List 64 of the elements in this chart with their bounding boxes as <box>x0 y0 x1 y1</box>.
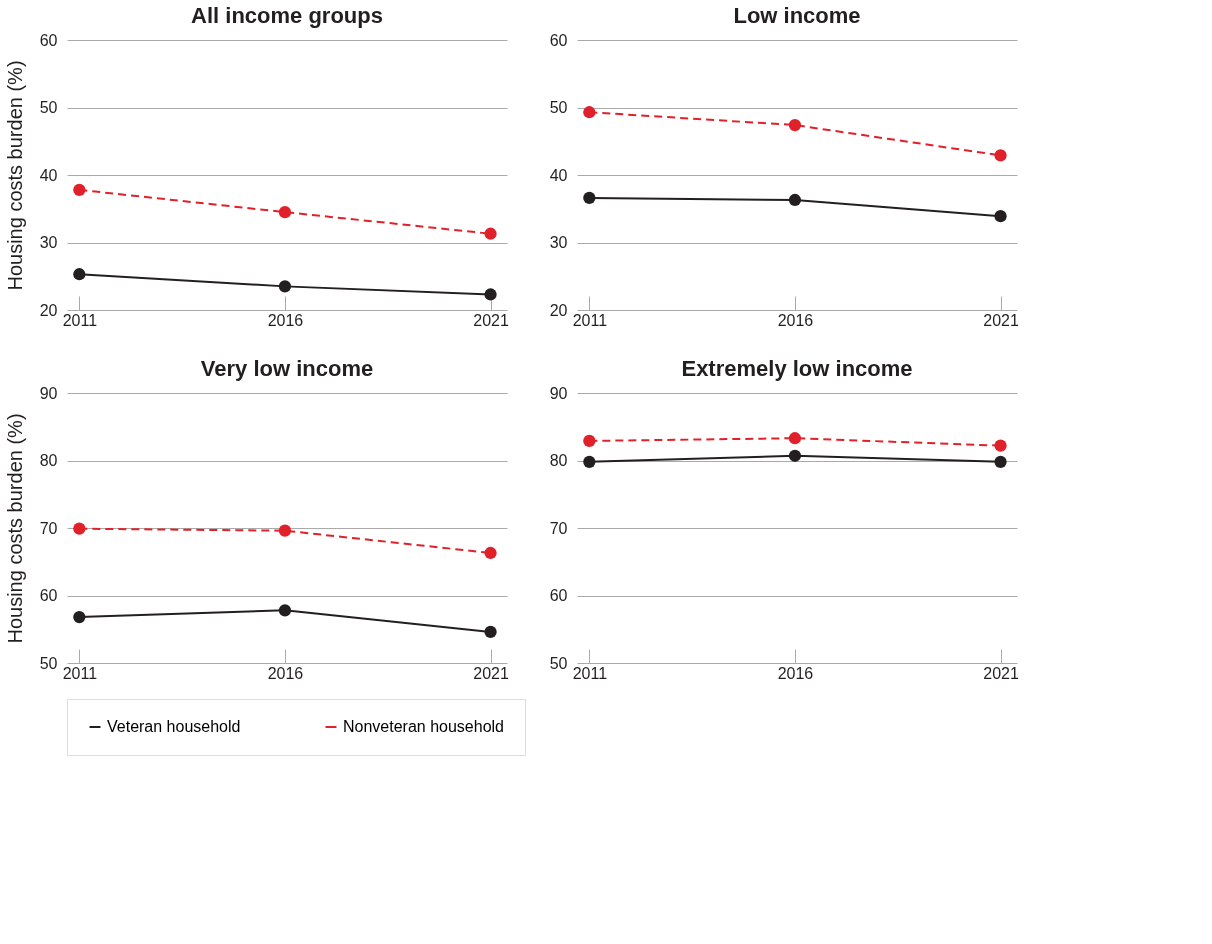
x-tick-label: 2021 <box>983 311 1019 329</box>
point <box>278 604 292 617</box>
y-tick-label: 60 <box>549 31 568 49</box>
y-tick-label: 90 <box>39 384 58 402</box>
point <box>583 191 596 205</box>
y-tick-label: 20 <box>549 301 568 319</box>
point <box>583 434 596 448</box>
y-tick-label: 80 <box>39 452 58 469</box>
point <box>583 455 596 468</box>
y-tick-label: 70 <box>39 519 58 537</box>
point <box>583 106 596 119</box>
x-tick-label: 2016 <box>267 664 304 682</box>
point <box>278 524 292 537</box>
y-tick-label: 50 <box>39 654 58 672</box>
point <box>484 546 497 560</box>
y-tick-label: 50 <box>39 99 58 116</box>
x-tick-label: 2011 <box>62 664 98 682</box>
x-tick-label: 2011 <box>572 664 608 682</box>
chart-title: Low income <box>733 3 861 28</box>
x-tick-label: 2016 <box>267 311 304 329</box>
point <box>278 280 292 293</box>
y-tick-label: 70 <box>549 519 568 537</box>
point <box>994 210 1007 223</box>
legend-label: Veteran household <box>107 718 241 735</box>
x-tick-label: 2021 <box>473 311 509 329</box>
point <box>788 193 802 207</box>
point <box>73 522 86 535</box>
point <box>73 610 86 624</box>
x-tick-label: 2011 <box>572 311 608 329</box>
y-tick-label: 30 <box>549 234 568 251</box>
legend-label: Nonveteran household <box>343 718 505 735</box>
x-tick-label: 2021 <box>983 664 1019 682</box>
y-tick-label: 30 <box>39 234 58 251</box>
point <box>994 149 1007 162</box>
x-tick-label: 2016 <box>777 311 814 329</box>
y-tick-label: 80 <box>549 452 568 469</box>
y-tick-label: 50 <box>549 99 568 116</box>
x-tick-label: 2011 <box>62 311 98 329</box>
y-tick-label: 60 <box>39 587 58 604</box>
chart-title: Extremely low income <box>681 356 913 381</box>
y-axis-title: Housing costs burden (%) <box>3 413 26 644</box>
point <box>788 118 802 132</box>
y-tick-label: 60 <box>39 31 58 49</box>
point <box>278 206 292 219</box>
chart-title: All income groups <box>191 3 383 28</box>
y-tick-label: 60 <box>549 587 568 604</box>
point <box>788 432 802 445</box>
point <box>484 288 497 301</box>
chart-title: Very low income <box>200 356 374 381</box>
point <box>994 439 1007 452</box>
point <box>73 268 86 281</box>
y-tick-label: 40 <box>549 166 568 184</box>
y-tick-label: 90 <box>549 384 568 402</box>
point <box>994 455 1007 468</box>
point <box>484 625 497 639</box>
x-tick-label: 2021 <box>473 664 509 682</box>
point <box>788 449 802 462</box>
y-tick-label: 40 <box>39 166 58 184</box>
y-tick-label: 50 <box>549 654 568 672</box>
x-tick-label: 2016 <box>777 664 814 682</box>
point <box>73 183 86 196</box>
point <box>484 227 497 240</box>
y-axis-title: Housing costs burden (%) <box>3 60 26 291</box>
y-tick-label: 20 <box>39 301 58 319</box>
